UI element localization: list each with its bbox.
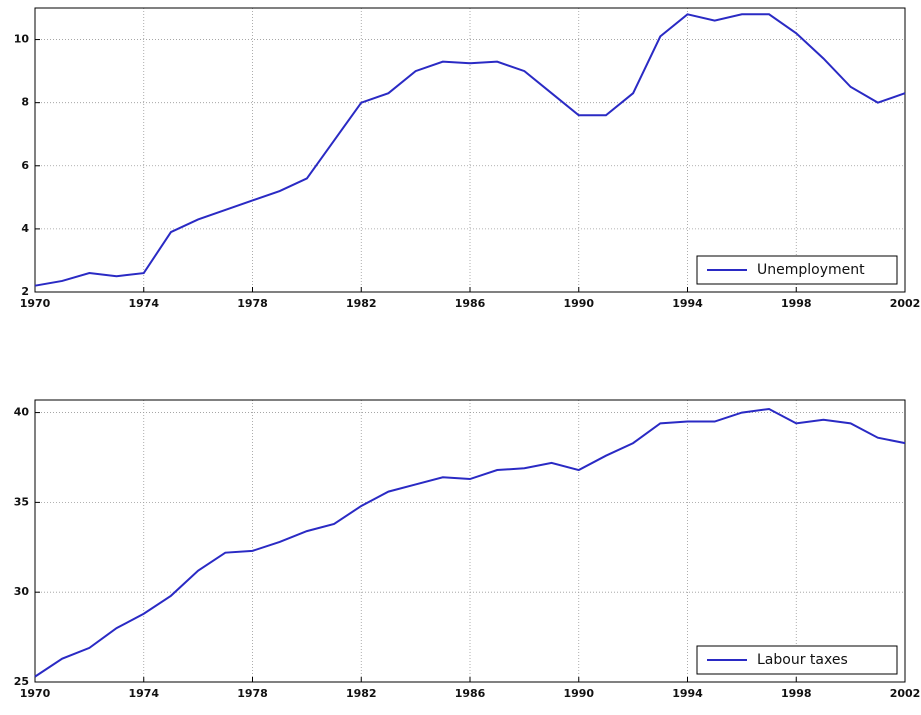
legend-label: Unemployment bbox=[757, 262, 865, 278]
x-tick-label: 1970 bbox=[20, 687, 51, 700]
x-tick-label: 1978 bbox=[237, 297, 268, 310]
x-tick-label: 1978 bbox=[237, 687, 268, 700]
y-tick-label: 25 bbox=[14, 675, 29, 688]
x-tick-label: 1994 bbox=[672, 687, 703, 700]
y-tick-label: 40 bbox=[14, 406, 30, 419]
legend: Labour taxes bbox=[696, 645, 898, 675]
series-line bbox=[34, 13, 906, 287]
series-line bbox=[34, 407, 906, 678]
x-tick-label: 1982 bbox=[346, 687, 377, 700]
x-tick-label: 1970 bbox=[20, 297, 51, 310]
x-tick-label: 1974 bbox=[128, 687, 159, 700]
y-tick-label: 4 bbox=[21, 222, 29, 235]
y-tick-label: 6 bbox=[21, 159, 29, 172]
y-tick-label: 2 bbox=[21, 285, 29, 298]
x-tick-label: 2002 bbox=[890, 297, 921, 310]
x-tick-label: 1986 bbox=[455, 297, 486, 310]
plot-frame bbox=[34, 7, 906, 293]
y-tick-label: 30 bbox=[14, 585, 30, 598]
x-tick-label: 2002 bbox=[890, 687, 921, 700]
x-tick-label: 1990 bbox=[563, 687, 594, 700]
x-tick-label: 1994 bbox=[672, 297, 703, 310]
x-tick-label: 1974 bbox=[128, 297, 159, 310]
legend: Unemployment bbox=[696, 255, 898, 285]
y-tick-label: 8 bbox=[21, 96, 29, 109]
x-tick-label: 1998 bbox=[781, 297, 812, 310]
x-tick-label: 1982 bbox=[346, 297, 377, 310]
x-tick-label: 1998 bbox=[781, 687, 812, 700]
y-tick-label: 35 bbox=[14, 495, 29, 508]
y-tick-label: 10 bbox=[14, 33, 30, 46]
x-tick-label: 1986 bbox=[455, 687, 486, 700]
x-tick-label: 1990 bbox=[563, 297, 594, 310]
legend-label: Labour taxes bbox=[757, 652, 848, 668]
plot-frame bbox=[34, 399, 906, 683]
